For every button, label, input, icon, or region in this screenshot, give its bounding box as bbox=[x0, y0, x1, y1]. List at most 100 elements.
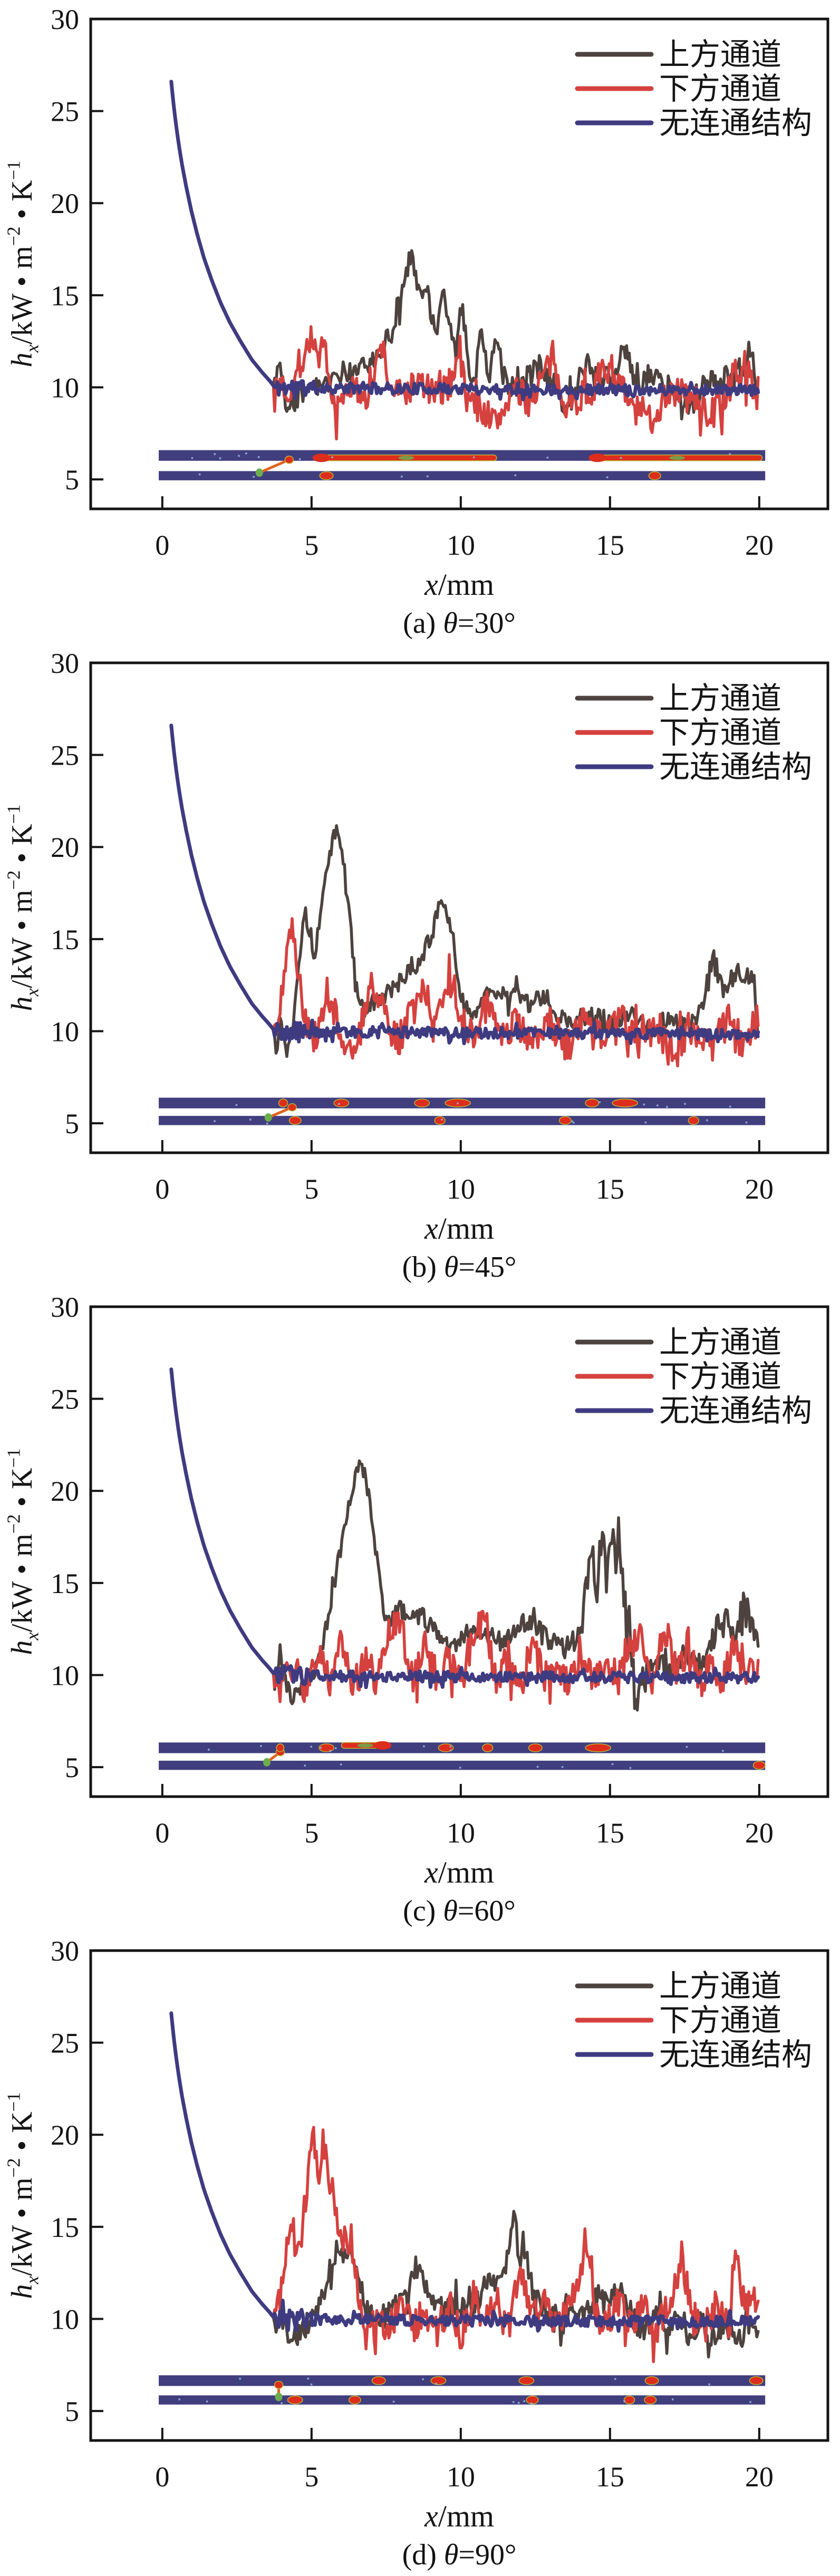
y-tick-label: 30 bbox=[51, 648, 79, 679]
wall-speck bbox=[629, 1767, 632, 1769]
wall-speck bbox=[219, 457, 221, 459]
wall-speck bbox=[334, 1747, 337, 1750]
wall-speck bbox=[310, 1745, 312, 1748]
hot-spot-blob bbox=[278, 1098, 288, 1107]
wall-speck bbox=[178, 2398, 180, 2400]
channel-structure-inset bbox=[159, 1741, 766, 1770]
series-line-none bbox=[169, 723, 760, 1045]
hot-spot-blob bbox=[287, 2395, 303, 2405]
y-tick-label: 15 bbox=[51, 2212, 79, 2243]
connector-foot-blob bbox=[275, 2392, 283, 2401]
y-axis-title-group: hx/kW • m−2 • K−1 bbox=[4, 1449, 43, 1655]
wall-speck bbox=[620, 457, 622, 459]
wall-speck bbox=[614, 2378, 616, 2380]
connector-head-blob bbox=[284, 456, 294, 464]
y-tick-label: 30 bbox=[51, 4, 79, 35]
wall-speck bbox=[513, 2401, 515, 2403]
caption-index: (c) bbox=[403, 1895, 443, 1927]
y-tick-label: 10 bbox=[51, 1660, 79, 1691]
wall-speck bbox=[573, 1122, 575, 1124]
wall-speck bbox=[472, 456, 475, 458]
y-tick-label: 20 bbox=[51, 2119, 79, 2151]
wall-speck bbox=[257, 456, 260, 458]
x-tick-label: 0 bbox=[155, 1173, 169, 1205]
hot-spot-blob bbox=[558, 1116, 572, 1125]
series-line-none bbox=[169, 1367, 760, 1690]
y-axis-title: hx/kW • m−2 • K−1 bbox=[4, 161, 43, 368]
axes: 0 5 10 15 20 5 10 15 20 25 30 bbox=[51, 648, 829, 1205]
series-group bbox=[169, 723, 760, 1068]
hot-spot-blob bbox=[585, 1098, 600, 1107]
x-tick-label: 15 bbox=[596, 1173, 624, 1205]
theta-symbol: θ bbox=[443, 2539, 459, 2571]
y-tick-label: 5 bbox=[65, 464, 79, 496]
series-line-none bbox=[169, 80, 760, 401]
chart-c: 0 5 10 15 20 5 10 15 20 25 30 x/mm hx/kW • m−2 • K−1… bbox=[0, 1288, 840, 1932]
wall-speck bbox=[253, 476, 255, 478]
wall-speck bbox=[729, 1105, 731, 1108]
y-tick-label: 10 bbox=[51, 1016, 79, 1047]
streak-green-patch bbox=[357, 1743, 373, 1748]
x-tick-label: 0 bbox=[155, 1817, 169, 1849]
legend-label-upper: 上方通道 bbox=[659, 1325, 781, 1359]
x-tick-label: 15 bbox=[596, 2461, 624, 2493]
wall-speck bbox=[722, 1750, 724, 1752]
axes: 0 5 10 15 20 5 10 15 20 25 30 bbox=[51, 1291, 829, 1849]
chart-b-canvas: 0 5 10 15 20 5 10 15 20 25 30 x/mm hx/kW • m−2 • K−1… bbox=[4, 648, 829, 1246]
wall-speck bbox=[435, 2382, 437, 2385]
x-tick-label: 10 bbox=[447, 1173, 475, 1205]
theta-symbol: θ bbox=[443, 1895, 458, 1927]
caption-index: (b) bbox=[402, 1251, 444, 1284]
x-axis-title: x/mm bbox=[424, 567, 494, 602]
wall-speck bbox=[206, 2400, 208, 2403]
chart-d-caption: (d) θ=90° bbox=[91, 2538, 828, 2575]
caption-angle: =60° bbox=[457, 1895, 516, 1927]
wall-speck bbox=[666, 1106, 668, 1108]
upper-wall-bar bbox=[159, 2375, 766, 2386]
chart-a-canvas: 0 5 10 15 20 5 10 15 20 25 30 x/mm hx/kW • m−2 • K−1… bbox=[4, 4, 829, 602]
hot-spot-blob bbox=[319, 471, 334, 480]
wall-speck bbox=[706, 1119, 708, 1122]
y-tick-label: 20 bbox=[51, 1475, 79, 1507]
y-tick-label: 25 bbox=[51, 1384, 79, 1415]
chart-b-caption: (b) θ=45° bbox=[91, 1250, 828, 1288]
wall-speck bbox=[320, 1747, 322, 1749]
connector-head-blob bbox=[274, 2380, 284, 2389]
x-tick-label: 5 bbox=[304, 2461, 318, 2493]
lower-wall-bar bbox=[159, 1760, 766, 1770]
lower-wall-bar bbox=[159, 1116, 766, 1125]
wall-speck bbox=[191, 457, 194, 459]
wall-speck bbox=[249, 1118, 252, 1121]
axes: 0 5 10 15 20 5 10 15 20 25 30 bbox=[51, 1935, 829, 2493]
wall-speck bbox=[749, 2401, 751, 2403]
wall-speck bbox=[307, 2377, 310, 2380]
wall-speck bbox=[401, 475, 403, 478]
hot-spot-blob bbox=[644, 2376, 659, 2385]
y-tick-label: 10 bbox=[51, 372, 79, 403]
y-tick-label: 15 bbox=[51, 1568, 79, 1599]
wall-speck bbox=[426, 475, 429, 478]
theta-symbol: θ bbox=[443, 1251, 459, 1284]
wall-speck bbox=[329, 1750, 331, 1752]
legend-label-upper: 上方通道 bbox=[659, 37, 781, 72]
hot-spot-blob bbox=[648, 471, 661, 480]
wall-speck bbox=[340, 1763, 342, 1765]
series-line-none bbox=[169, 2011, 760, 2333]
wall-speck bbox=[745, 1121, 748, 1124]
upper-wall-bar bbox=[159, 1742, 766, 1753]
y-axis-title-group: hx/kW • m−2 • K−1 bbox=[4, 805, 43, 1011]
legend-label-upper: 上方通道 bbox=[659, 681, 781, 716]
hot-spot-blob bbox=[644, 2395, 657, 2405]
chart-d: 0 5 10 15 20 5 10 15 20 25 30 x/mm hx/kW • m−2 • K−1… bbox=[0, 1932, 840, 2575]
y-tick-label: 20 bbox=[51, 832, 79, 863]
x-tick-label: 20 bbox=[745, 2461, 774, 2493]
wall-speck bbox=[606, 476, 609, 478]
wall-speck bbox=[422, 2378, 424, 2380]
wall-speck bbox=[331, 456, 333, 459]
y-axis-title-group: hx/kW • m−2 • K−1 bbox=[4, 2092, 43, 2299]
x-tick-label: 20 bbox=[745, 529, 774, 561]
hot-spot-blob bbox=[414, 1098, 430, 1107]
